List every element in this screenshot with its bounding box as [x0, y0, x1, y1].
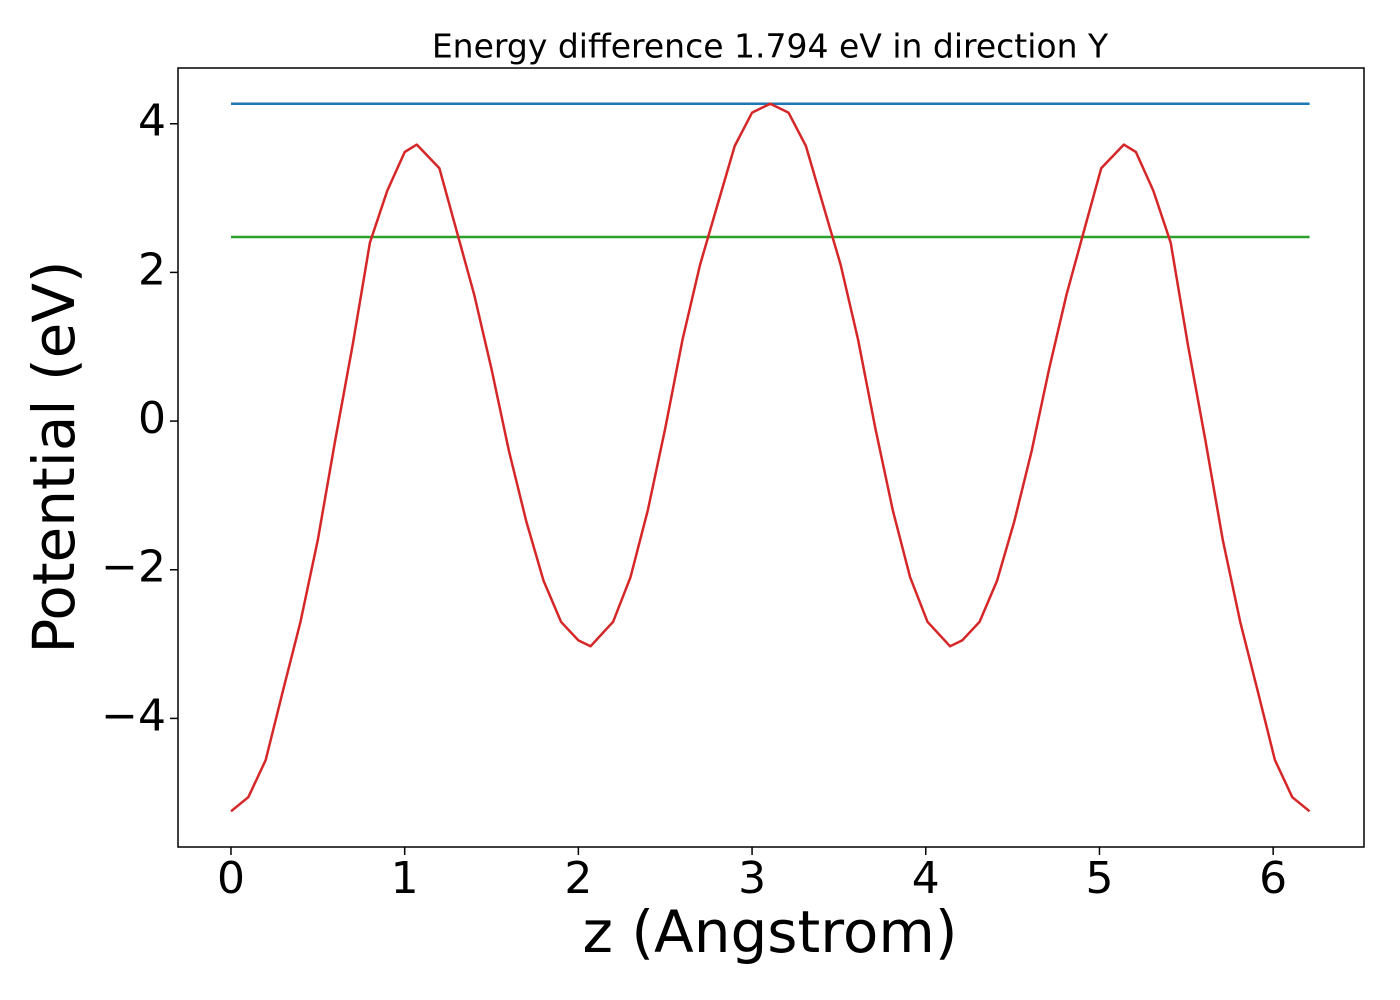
x-tick-label: 2: [564, 853, 592, 904]
x-tick-label: 0: [217, 853, 245, 904]
x-tick-label: 4: [912, 853, 940, 904]
y-tick-label: 0: [138, 393, 166, 444]
y-tick-label: 4: [138, 96, 166, 147]
x-tick-label: 3: [738, 853, 766, 904]
y-tick-label: −4: [101, 690, 166, 741]
line-series: [230, 102, 1311, 813]
chart-title: Energy difference 1.794 eV in direction …: [432, 27, 1109, 66]
plot-frame: [177, 67, 1365, 848]
x-tick-label: 5: [1085, 853, 1113, 904]
y-tick-label: 2: [138, 244, 166, 295]
y-tick-label: −2: [101, 542, 166, 593]
y-axis-label: Potential (eV): [20, 260, 88, 653]
x-tick-label: 6: [1259, 853, 1287, 904]
x-axis-label: z (Angstrom): [583, 898, 958, 966]
x-tick-label: 1: [391, 853, 419, 904]
